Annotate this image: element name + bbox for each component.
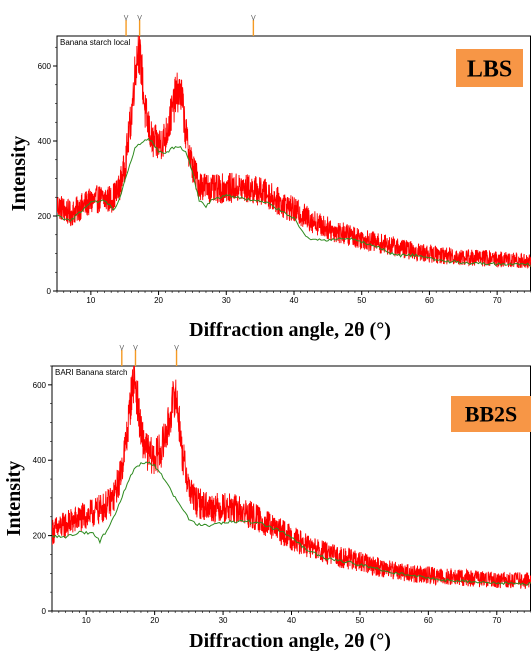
peak-marker-tip <box>119 344 125 351</box>
y-tick-label: 400 <box>33 456 47 465</box>
inner-title: Banana starch local <box>60 38 130 47</box>
x-tick-label: 20 <box>150 616 159 625</box>
x-tick-label: 40 <box>290 296 299 305</box>
x-axis-label: Diffraction angle, 2θ (°) <box>189 630 391 651</box>
series-background-fit <box>52 461 531 586</box>
panel-bb2s: BARI Banana starch 10 20 30 40 50 60 70 0 200 400 6… <box>3 344 531 652</box>
y-tick-label: 400 <box>38 137 52 146</box>
x-tick-label: 40 <box>287 616 296 625</box>
peak-marker-tip <box>251 14 256 21</box>
peak-marker-tip <box>174 344 179 351</box>
sample-badge-label: BB2S <box>465 402 518 427</box>
x-tick-label: 70 <box>493 296 502 305</box>
y-tick-label: 600 <box>33 381 47 390</box>
sample-badge <box>451 396 531 432</box>
inner-title: BARI Banana starch <box>55 368 127 377</box>
y-tick-label: 600 <box>38 62 52 71</box>
x-tick-label: 60 <box>425 296 434 305</box>
sample-badge <box>456 49 523 87</box>
x-axis-label: Diffraction angle, 2θ (°) <box>189 319 391 341</box>
x-tick-label: 30 <box>219 616 228 625</box>
series-background-fit <box>57 137 531 267</box>
x-tick-label: 10 <box>86 296 95 305</box>
sample-badge-label: LBS <box>467 56 512 82</box>
y-axis-label: Intensity <box>8 136 30 212</box>
panel-lbs: Banana starch local 10 20 30 40 50 60 70 0 200 400… <box>8 14 531 341</box>
y-axis-label: Intensity <box>3 461 25 537</box>
y-tick-label: 0 <box>42 607 47 616</box>
x-tick-label: 70 <box>492 616 501 625</box>
x-tick-label: 20 <box>154 296 163 305</box>
series-raw-pattern <box>57 36 531 270</box>
peak-marker-tip <box>137 14 142 21</box>
x-tick-label: 10 <box>82 616 91 625</box>
x-tick-label: 30 <box>222 296 231 305</box>
y-tick-label: 0 <box>47 287 52 296</box>
peak-marker-tip <box>123 14 129 21</box>
x-tick-label: 50 <box>355 616 364 625</box>
y-tick-label: 200 <box>38 212 52 221</box>
peak-marker-tip <box>133 344 138 351</box>
x-tick-label: 50 <box>357 296 366 305</box>
x-tick-label: 60 <box>424 616 433 625</box>
series-raw-pattern <box>52 366 531 589</box>
y-tick-label: 200 <box>33 532 47 541</box>
